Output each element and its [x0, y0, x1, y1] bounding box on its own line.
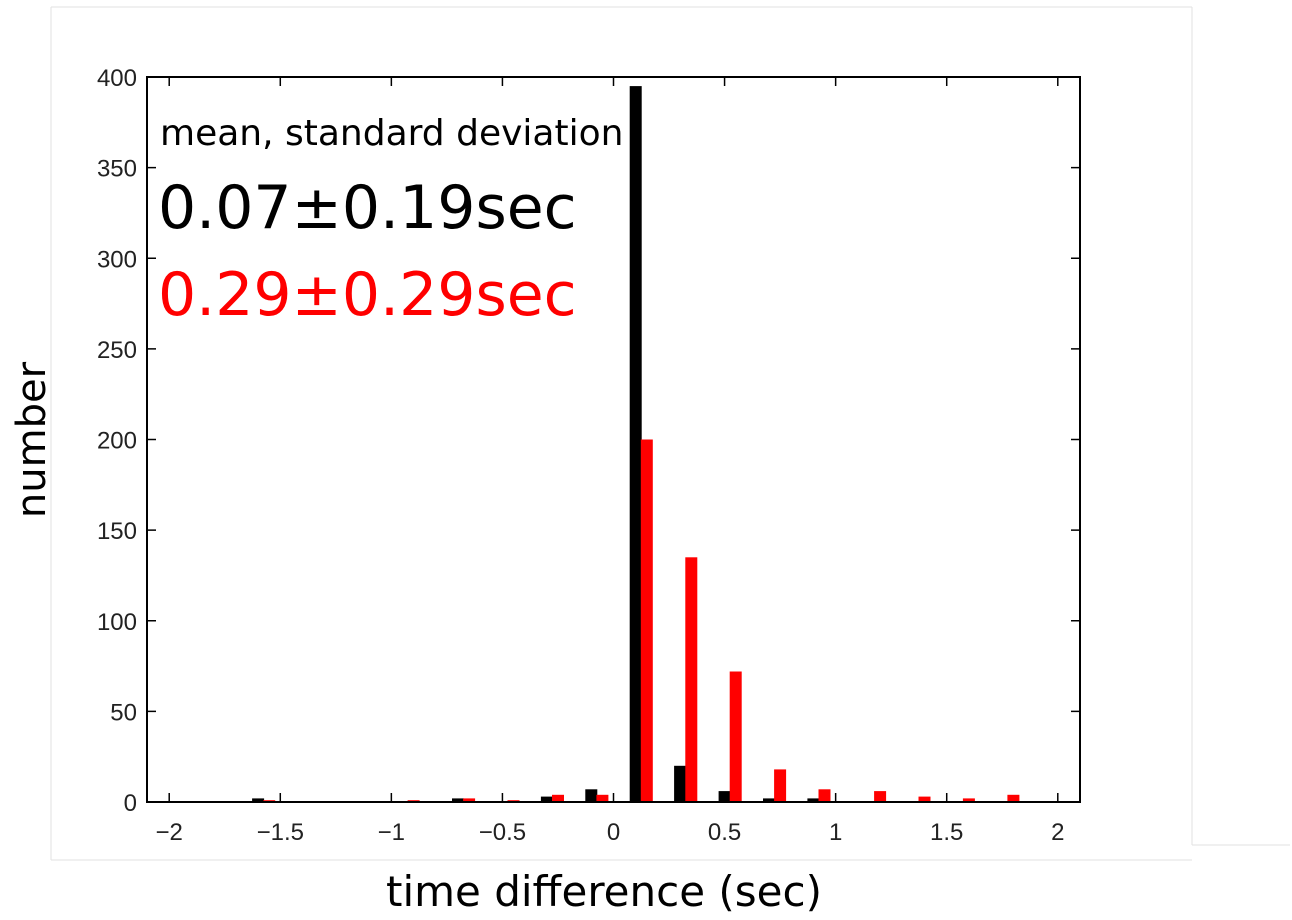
y-axis-label: number	[9, 361, 55, 518]
bar-series2-15	[1007, 794, 1020, 803]
y-tick-label: 50	[110, 699, 137, 726]
y-tick-label: 0	[124, 790, 137, 817]
plot-area	[146, 76, 1081, 803]
bar-series2-9	[729, 671, 742, 802]
bar-series1-8	[763, 798, 775, 802]
tick-layer: −2 −1.5 −1 −0.5 0 0.5 1 1.5 2 0 50 100 150 200 250 300 3…	[97, 65, 1080, 846]
y-tick-label: 200	[97, 428, 137, 455]
bar-series1-1	[252, 798, 265, 802]
x-tick-label: 1	[829, 819, 842, 846]
y-tick-label: 300	[97, 246, 137, 273]
bar-series2-6	[596, 794, 609, 803]
y-tick-label: 100	[97, 609, 137, 636]
x-tick-label: 1.5	[930, 819, 963, 846]
x-axis-label: time difference (sec)	[386, 867, 822, 916]
y-tick-label: 250	[97, 337, 137, 364]
y-tick-label: 350	[97, 156, 137, 183]
bar-series2-3	[463, 798, 476, 802]
x-tick-label: −1	[378, 819, 405, 846]
black-series-stat: 0.07±0.19sec	[158, 173, 577, 243]
bar-series2-8	[685, 557, 698, 802]
x-tick-label: 0.5	[708, 819, 741, 846]
bar-series1-6	[674, 765, 687, 803]
bar-series2-14	[962, 798, 975, 802]
bar-series1-5	[629, 86, 642, 803]
x-tick-label: −0.5	[479, 819, 526, 846]
bar-series1-4	[585, 789, 598, 802]
bar-series1-3	[540, 796, 553, 802]
stat-heading: mean, standard deviation	[160, 113, 623, 154]
bar-series1-2	[452, 798, 464, 802]
x-tick-label: −2	[156, 819, 183, 846]
x-tick-label: 0	[607, 819, 620, 846]
bar-series2-7	[640, 439, 653, 802]
bar-series2-10	[774, 769, 787, 802]
bar-series2-12	[874, 791, 887, 802]
bar-series2-13	[918, 796, 931, 802]
y-tick-label: 400	[97, 65, 137, 92]
red-series-stat: 0.29±0.29sec	[158, 260, 577, 330]
x-tick-label: −1.5	[257, 819, 304, 846]
y-tick-label: 150	[97, 518, 137, 545]
x-tick-label: 2	[1051, 819, 1064, 846]
bar-series2-11	[818, 789, 831, 802]
bar-series2-5	[552, 794, 564, 803]
bar-series1-9	[807, 798, 820, 802]
